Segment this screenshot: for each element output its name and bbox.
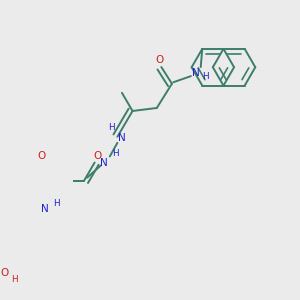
Text: N: N — [100, 158, 108, 167]
Text: N: N — [118, 133, 126, 143]
Text: O: O — [94, 151, 102, 161]
Text: O: O — [0, 268, 9, 278]
Text: H: H — [202, 72, 208, 81]
Text: N: N — [192, 68, 200, 78]
Text: H: H — [112, 149, 119, 158]
Text: H: H — [108, 123, 115, 132]
Text: O: O — [38, 151, 46, 161]
Text: N: N — [41, 205, 49, 214]
Text: O: O — [155, 55, 163, 65]
Text: H: H — [11, 275, 18, 284]
Text: H: H — [53, 199, 60, 208]
